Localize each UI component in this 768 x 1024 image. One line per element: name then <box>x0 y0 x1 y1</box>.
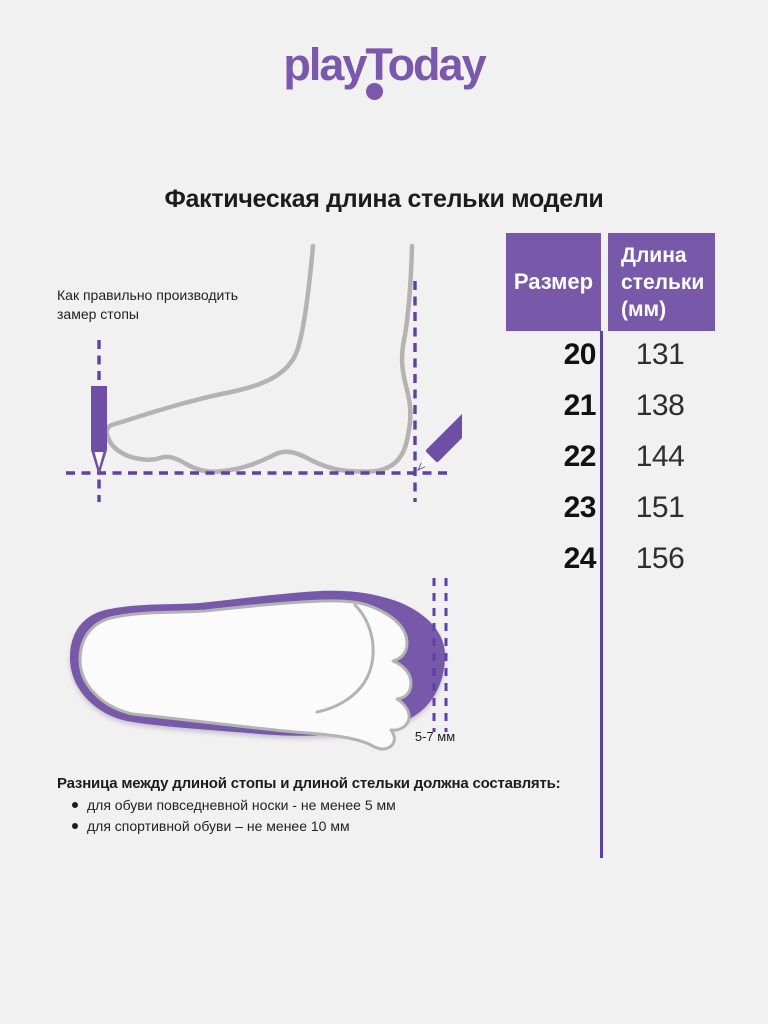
page-title: Фактическая длина стельки модели <box>164 185 604 213</box>
brand-logo-text: playToday <box>283 39 486 90</box>
gap-size-label: 5-7 мм <box>414 729 456 744</box>
table-row-length: 156 <box>635 542 685 575</box>
insole-diagram <box>69 578 448 751</box>
heel-pencil-icon <box>417 406 462 471</box>
measure-instruction-line1: Как правильно производить <box>57 287 239 303</box>
toe-pencil-icon <box>91 386 107 476</box>
foot-measuring-diagram <box>66 243 462 502</box>
difference-note: Разница между длиной стопы и длиной стел… <box>57 775 561 834</box>
difference-note-item: для обуви повседневной носки - не менее … <box>72 797 560 813</box>
difference-note-item: для спортивной обуви – не менее 10 мм <box>72 818 560 834</box>
table-row-size: 22 <box>563 440 597 473</box>
table-column-divider <box>600 331 603 858</box>
foot-sole-outline <box>78 599 413 751</box>
table-row-length: 151 <box>635 491 685 524</box>
measure-instruction: Как правильно производить замер стопы <box>57 286 238 324</box>
difference-note-heading: Разница между длиной стопы и длиной стел… <box>57 775 561 792</box>
measure-instruction-line2: замер стопы <box>57 306 139 322</box>
difference-note-item-text: для обуви повседневной носки - не менее … <box>87 797 396 813</box>
table-row-size: 24 <box>563 542 597 575</box>
difference-note-item-text: для спортивной обуви – не менее 10 мм <box>87 818 350 834</box>
logo-dot-icon <box>366 83 383 100</box>
brand-logo: playToday <box>0 39 768 100</box>
bullet-icon <box>72 802 78 808</box>
table-row-length: 138 <box>635 389 685 422</box>
bullet-icon <box>72 823 78 829</box>
table-row-size: 21 <box>563 389 597 422</box>
table-row-length: 144 <box>635 440 685 473</box>
table-row-size: 20 <box>563 338 597 371</box>
table-header-length: Длина стельки (мм) <box>608 233 715 331</box>
table-header-size: Размер <box>506 233 601 331</box>
foot-outline-path <box>104 243 415 474</box>
toe-crease-line <box>315 603 375 714</box>
table-row-length: 131 <box>635 338 685 371</box>
table-row-size: 23 <box>563 491 597 524</box>
